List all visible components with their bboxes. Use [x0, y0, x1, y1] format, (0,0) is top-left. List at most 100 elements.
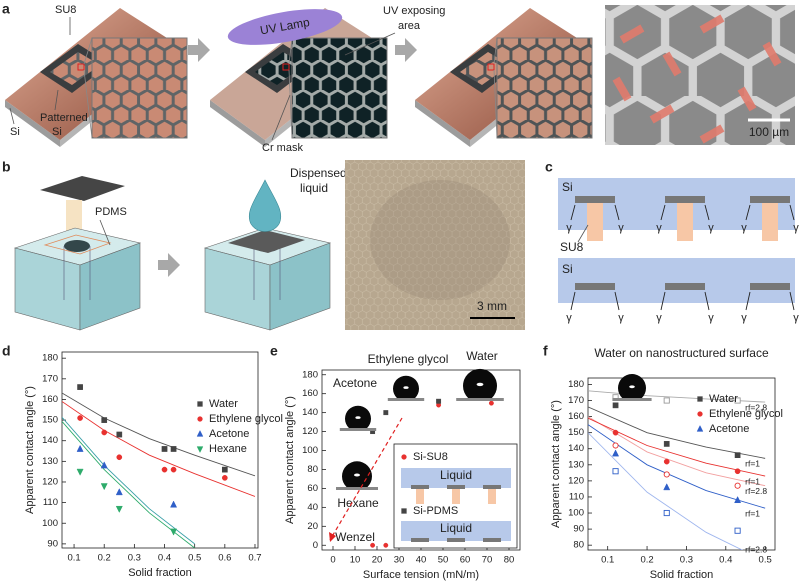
droplet-highlight: [355, 416, 361, 419]
y-tick-label: 40: [307, 502, 318, 513]
gamma: γ: [708, 222, 714, 234]
sem-su8: [737, 86, 757, 112]
data-point: [663, 441, 670, 447]
gamma: γ: [741, 312, 747, 324]
data-point: [734, 397, 741, 404]
label: Dispensed: [290, 166, 347, 180]
y-tick-label: 170: [42, 373, 58, 384]
y-tick-label: 180: [302, 369, 318, 380]
y-tick-label: 100: [568, 508, 584, 519]
data-point: [101, 417, 108, 423]
legend-label: Hexane: [209, 443, 247, 455]
x-tick-label: 20: [372, 555, 383, 566]
inset-label: Liquid: [440, 468, 472, 482]
sem-su8: [762, 41, 782, 67]
y-tick-label: 120: [42, 476, 58, 487]
gamma: γ: [566, 222, 572, 234]
data-point: [161, 466, 168, 473]
gamma: γ: [656, 222, 662, 234]
data-point: [116, 454, 123, 461]
annotation: Hexane: [337, 496, 379, 510]
inset-si: [411, 485, 429, 489]
y-tick-label: 80: [307, 464, 318, 475]
leader-line: [99, 219, 111, 246]
x-tick-label: 40: [416, 555, 427, 566]
label: Cr mask: [262, 142, 303, 154]
data-point: [77, 384, 83, 390]
gamma: γ: [708, 312, 714, 324]
leader-line: [83, 69, 93, 139]
x-tick-label: 0.5: [759, 555, 772, 566]
data-point: [170, 500, 178, 508]
y-tick-label: 110: [43, 497, 58, 508]
legend-label: Water: [209, 398, 238, 410]
y-tick-label: 130: [568, 459, 584, 470]
y-tick-label: 160: [302, 388, 318, 399]
sem-su8: [662, 51, 682, 77]
plot-frame: [61, 351, 259, 549]
zoom-image: [496, 37, 593, 139]
zoom-image: [291, 37, 388, 139]
panel-label: f: [543, 343, 548, 359]
x-tick-label: 0.3: [680, 555, 693, 566]
inset-su8: [416, 489, 424, 504]
gamma: γ: [618, 222, 624, 234]
force-arrow: [704, 291, 710, 311]
label: SU8: [55, 4, 76, 16]
x-tick-label: 0.5: [188, 553, 201, 564]
arrow: [188, 38, 210, 62]
inset-si: [447, 485, 465, 489]
data-point: [161, 446, 168, 452]
y-axis-label: Apparent contact angle (°): [24, 386, 36, 514]
force-arrow: [570, 291, 576, 311]
y-tick-label: 120: [302, 426, 318, 437]
force-arrow: [614, 204, 620, 221]
data-point: [663, 483, 671, 491]
panel-label: e: [270, 343, 278, 359]
data-point: [101, 429, 108, 436]
wafer-side: [210, 100, 265, 147]
legend-marker: [196, 446, 204, 453]
panel-label: c: [545, 159, 553, 175]
si-bar: [575, 283, 615, 290]
y-tick-label: 150: [568, 427, 584, 438]
legend-marker: [401, 508, 407, 514]
data-point: [100, 461, 108, 469]
force-arrow: [704, 204, 710, 221]
substrate: [336, 487, 378, 490]
gamma: γ: [741, 222, 747, 234]
data-point: [734, 496, 742, 504]
gamma: γ: [566, 312, 572, 324]
fit-label: rf=2.8: [745, 402, 767, 412]
data-point: [100, 483, 108, 491]
label: PDMS: [95, 206, 127, 218]
gamma: γ: [793, 222, 799, 234]
si-bar: [750, 196, 790, 203]
label: 100 µm: [749, 125, 789, 139]
zoom-image: [91, 37, 188, 139]
label: Si: [52, 126, 62, 138]
data-point: [77, 415, 83, 421]
label: SU8: [560, 240, 584, 254]
fit-label: rf=1: [745, 459, 760, 469]
label: UV exposing: [383, 5, 445, 17]
x-tick-label: 30: [394, 555, 405, 566]
inset-si: [483, 485, 501, 489]
si-bar: [575, 196, 615, 203]
y-tick-label: 90: [47, 538, 58, 549]
arrow: [395, 38, 417, 62]
marker-square: [487, 63, 495, 71]
fit-line: [62, 416, 195, 545]
wafer-side: [5, 100, 60, 147]
legend-marker: [197, 401, 203, 407]
data-point: [734, 452, 741, 459]
outline: [43, 234, 112, 255]
legend-label: Ethylene glycol: [709, 408, 783, 420]
leader-line: [83, 37, 93, 65]
x-tick-label: 0.3: [128, 553, 141, 564]
panel-label: a: [2, 1, 10, 17]
annotation: Water: [466, 349, 498, 363]
x-tick-label: 0.4: [719, 555, 732, 566]
legend-label: Si-PDMS: [413, 505, 458, 517]
